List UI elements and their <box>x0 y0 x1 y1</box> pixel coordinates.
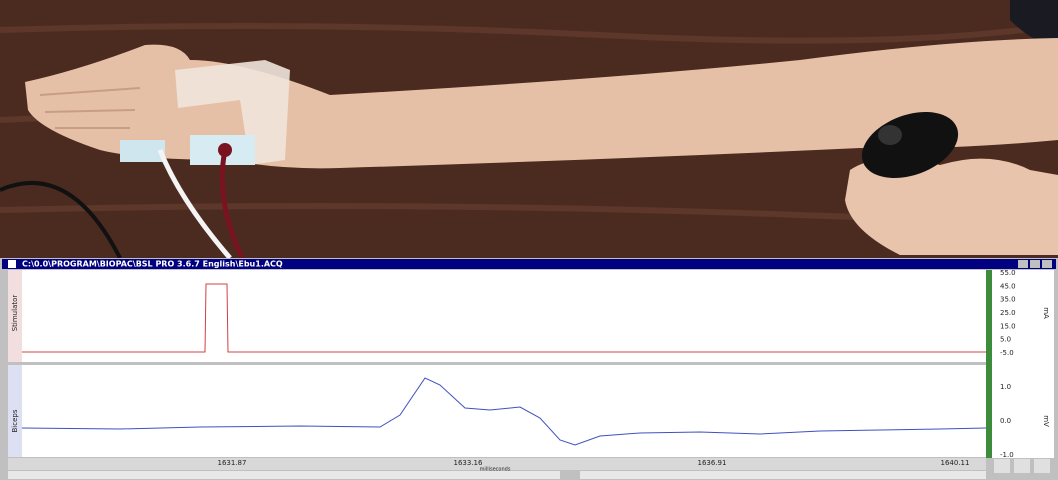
scroll-thumb[interactable] <box>560 471 580 479</box>
time-unit: milliseconds <box>480 467 511 473</box>
window-buttons[interactable] <box>1018 260 1052 268</box>
divider <box>986 270 992 458</box>
window-title: C:\0.0\PROGRAM\BIOPAC\BSL PRO 3.6.7 Engl… <box>22 260 283 269</box>
photo <box>0 0 1058 258</box>
minimize-button[interactable] <box>1018 260 1028 268</box>
channel-label: Biceps <box>11 409 19 432</box>
scale-label: 55.0 <box>1000 269 1016 277</box>
close-button[interactable] <box>1042 260 1052 268</box>
maximize-button[interactable] <box>1030 260 1040 268</box>
scale-label: 0.0 <box>1000 417 1011 425</box>
screen: C:\0.0\PROGRAM\BIOPAC\BSL PRO 3.6.7 Engl… <box>0 0 1058 480</box>
time-tick-label: 1636.91 <box>698 459 727 467</box>
page: C:\0.0\PROGRAM\BIOPAC\BSL PRO 3.6.7 Engl… <box>0 0 1058 480</box>
scale-label: 25.0 <box>1000 309 1016 317</box>
tool-button[interactable] <box>994 459 1010 473</box>
time-tick-label: 1631.87 <box>218 459 247 467</box>
time-tick-label: 1640.11 <box>941 459 970 467</box>
unit-label: mV <box>1042 415 1050 427</box>
scale-label: -5.0 <box>1000 349 1014 357</box>
scale-label: 15.0 <box>1000 322 1016 330</box>
scale-label: 45.0 <box>1000 282 1016 290</box>
scale-label: 35.0 <box>1000 296 1016 304</box>
scale-label: 5.0 <box>1000 336 1011 344</box>
channel-panel <box>8 365 986 457</box>
app-icon <box>8 260 16 268</box>
channel-panel <box>8 270 986 362</box>
tool-button[interactable] <box>1014 459 1030 473</box>
scale-label: 1.0 <box>1000 383 1011 391</box>
scale-label: -1.0 <box>1000 451 1014 459</box>
unit-label: mA <box>1042 307 1050 319</box>
channel-label: Stimulator <box>11 295 19 332</box>
tool-button[interactable] <box>1034 459 1050 473</box>
